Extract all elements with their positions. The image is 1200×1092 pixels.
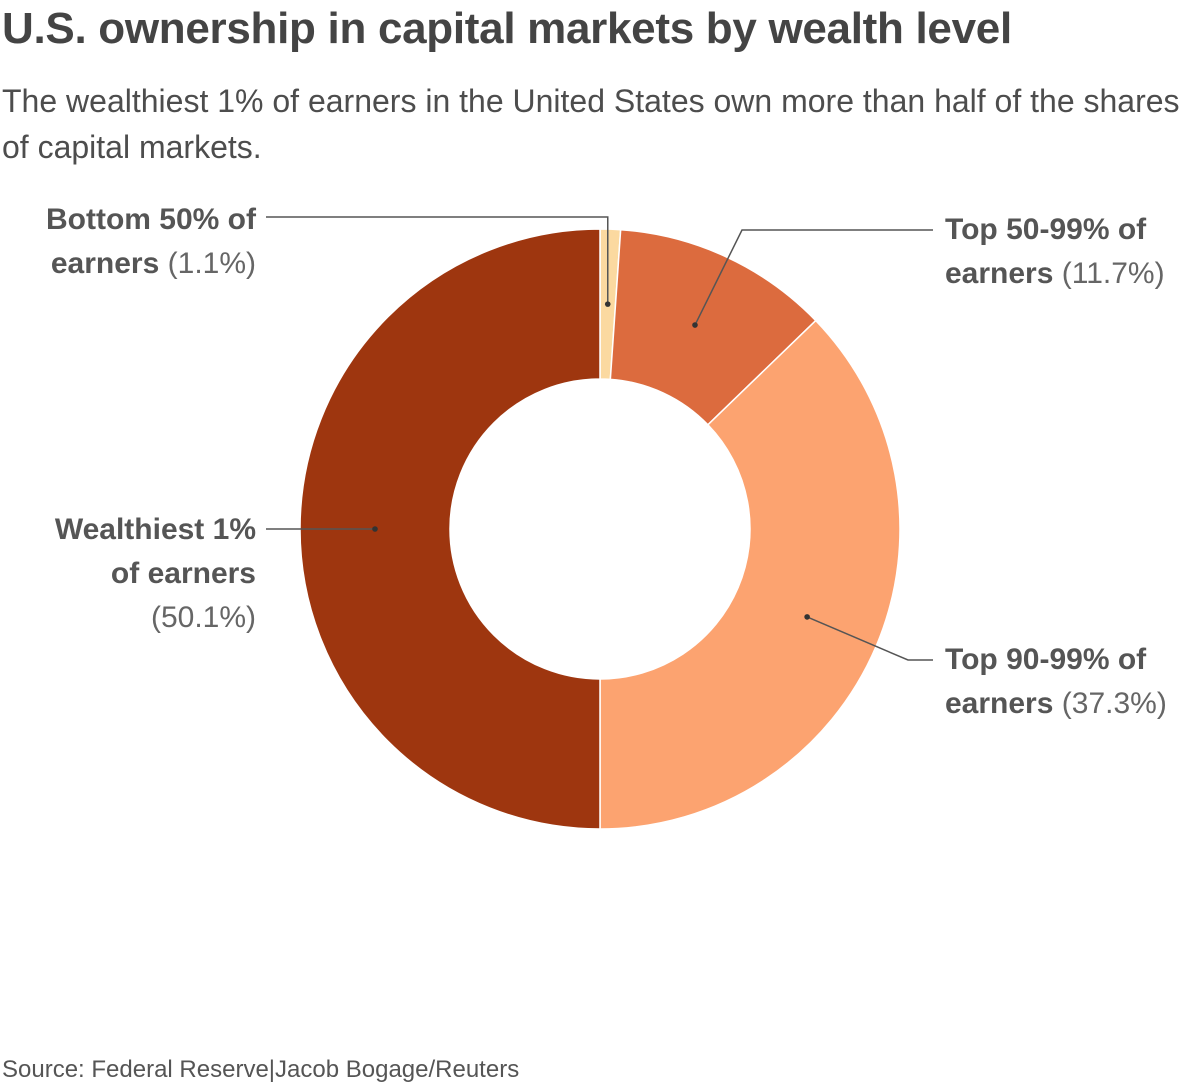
label-wealthiest-1: Wealthiest 1% of earners (50.1%) <box>0 508 256 640</box>
slice-wealthiest-1 <box>299 228 601 830</box>
label-top-90-99: Top 90-99% of earners (37.3%) <box>945 638 1195 726</box>
leader-dot-wealthiest-1 <box>372 526 378 532</box>
label-bottom-50-line2: earners <box>50 247 160 280</box>
label-top-50-99: Top 50-99% of earners (11.7%) <box>945 208 1195 296</box>
leader-line-top-50-99 <box>694 229 933 326</box>
label-bottom-50-line1: Bottom 50% of <box>46 203 256 236</box>
leader-line-top-90-99 <box>806 616 933 661</box>
label-top-50-99-line2: earners <box>945 257 1054 290</box>
source-credit: Jacob Bogage/Reuters <box>275 1056 520 1083</box>
label-wealthiest-1-pct: (50.1%) <box>150 601 256 634</box>
chart-title: U.S. ownership in capital markets by wea… <box>2 4 1012 53</box>
leader-dot-top-90-99 <box>804 614 810 620</box>
chart-subtitle: The wealthiest 1% of earners in the Unit… <box>2 83 1180 165</box>
label-wealthiest-1-line1: Wealthiest 1% <box>54 513 256 546</box>
label-top-90-99-line1: Top 90-99% of <box>945 643 1147 676</box>
leader-dot-bottom-50 <box>604 301 611 307</box>
label-top-90-99-line2: earners <box>945 687 1054 720</box>
label-top-50-99-pct: (11.7%) <box>1061 257 1165 290</box>
leader-line-bottom-50 <box>266 216 609 305</box>
label-wealthiest-1-line2: of earners <box>110 557 256 590</box>
label-top-90-99-pct: (37.3%) <box>1061 687 1167 720</box>
label-top-50-99-line1: Top 50-99% of <box>945 213 1147 246</box>
label-bottom-50: Bottom 50% of earners (1.1%) <box>0 198 256 286</box>
label-bottom-50-pct: (1.1%) <box>167 247 256 280</box>
slice-top-90-99 <box>599 319 901 830</box>
source-separator: | <box>268 1056 276 1083</box>
slice-top-50-99 <box>609 228 817 426</box>
leader-dot-top-50-99 <box>692 322 698 328</box>
source-text: Source: Federal Reserve <box>2 1056 269 1083</box>
source-line: Source: Federal Reserve|Jacob Bogage/Reu… <box>2 1056 519 1084</box>
